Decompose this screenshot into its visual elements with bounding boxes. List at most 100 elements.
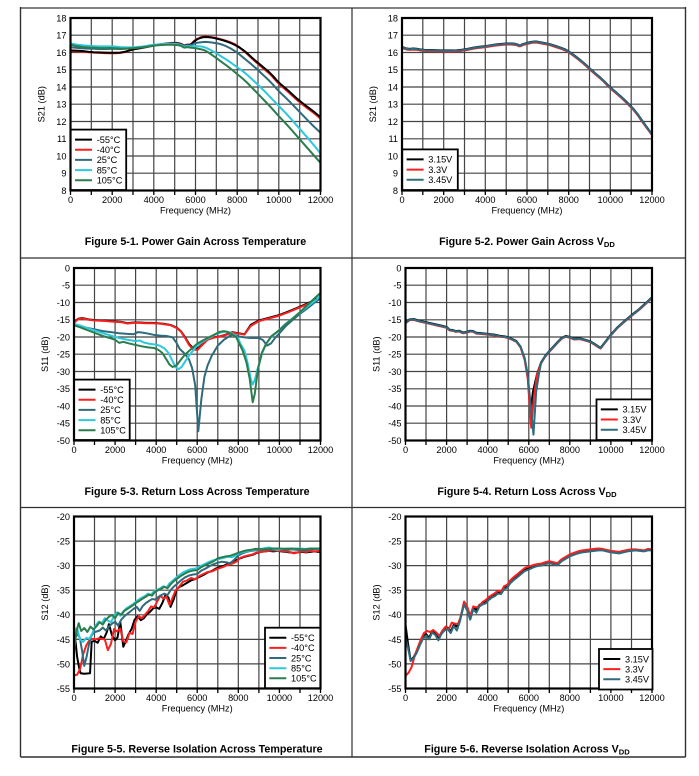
svg-text:Figure 5-5. Reverse Isolation: Figure 5-5. Reverse Isolation Across Tem… (71, 744, 322, 756)
svg-text:10000: 10000 (598, 195, 624, 205)
svg-text:0: 0 (403, 445, 408, 455)
svg-text:8000: 8000 (228, 693, 248, 703)
svg-text:-55°C: -55°C (100, 385, 124, 395)
svg-text:105°C: 105°C (100, 426, 126, 436)
svg-text:-55°C: -55°C (97, 135, 121, 145)
svg-text:12000: 12000 (639, 693, 665, 703)
svg-text:10000: 10000 (266, 195, 292, 205)
svg-text:4000: 4000 (477, 693, 497, 703)
svg-text:-40: -40 (388, 401, 401, 411)
svg-text:12000: 12000 (308, 693, 334, 703)
svg-text:3.3V: 3.3V (625, 664, 645, 674)
svg-text:10000: 10000 (267, 445, 293, 455)
svg-text:4000: 4000 (477, 445, 497, 455)
svg-text:8000: 8000 (227, 195, 247, 205)
svg-text:-25: -25 (388, 537, 401, 547)
svg-text:17: 17 (388, 31, 398, 41)
svg-text:Frequency (MHz): Frequency (MHz) (162, 456, 233, 466)
svg-text:-50: -50 (57, 659, 70, 669)
svg-text:18: 18 (56, 13, 66, 23)
svg-text:3.3V: 3.3V (428, 165, 448, 175)
svg-text:16: 16 (388, 48, 398, 58)
svg-text:6000: 6000 (519, 445, 539, 455)
svg-text:-5: -5 (393, 281, 401, 291)
svg-text:-15: -15 (388, 315, 401, 325)
svg-text:-45: -45 (388, 419, 401, 429)
svg-text:-55°C: -55°C (291, 633, 315, 643)
svg-text:105°C: 105°C (291, 674, 317, 684)
svg-text:-25: -25 (57, 350, 70, 360)
svg-text:0: 0 (399, 195, 404, 205)
svg-text:Frequency (MHz): Frequency (MHz) (493, 704, 564, 714)
svg-text:3.15V: 3.15V (623, 405, 648, 415)
svg-text:-25: -25 (57, 537, 70, 547)
svg-text:25°C: 25°C (291, 653, 312, 663)
svg-text:105°C: 105°C (97, 176, 123, 186)
svg-text:0: 0 (403, 693, 408, 703)
svg-text:-50: -50 (57, 436, 70, 446)
svg-text:S11 (dB): S11 (dB) (40, 336, 50, 372)
svg-text:6000: 6000 (519, 693, 539, 703)
svg-text:4000: 4000 (144, 195, 164, 205)
svg-text:0: 0 (396, 263, 401, 273)
svg-text:4000: 4000 (146, 445, 166, 455)
svg-text:-40: -40 (57, 610, 70, 620)
svg-text:-30: -30 (388, 367, 401, 377)
svg-text:4000: 4000 (475, 195, 495, 205)
svg-text:3.15V: 3.15V (428, 155, 453, 165)
svg-text:S21 (dB): S21 (dB) (37, 86, 47, 122)
svg-text:12: 12 (388, 117, 398, 127)
svg-text:8000: 8000 (560, 445, 580, 455)
svg-text:-45: -45 (388, 635, 401, 645)
svg-text:Frequency (MHz): Frequency (MHz) (492, 206, 563, 216)
svg-text:-40: -40 (388, 610, 401, 620)
svg-text:-50: -50 (388, 436, 401, 446)
svg-text:10000: 10000 (267, 693, 293, 703)
svg-text:12000: 12000 (308, 195, 334, 205)
svg-text:6000: 6000 (187, 693, 207, 703)
svg-text:S12 (dB): S12 (dB) (40, 584, 50, 620)
svg-text:0: 0 (71, 445, 76, 455)
svg-text:3.45V: 3.45V (625, 675, 650, 685)
svg-text:8: 8 (61, 186, 66, 196)
svg-text:10000: 10000 (598, 693, 624, 703)
svg-text:8000: 8000 (228, 445, 248, 455)
svg-text:16: 16 (56, 48, 66, 58)
svg-text:12000: 12000 (308, 445, 334, 455)
svg-text:14: 14 (388, 82, 398, 92)
svg-text:8000: 8000 (558, 195, 578, 205)
svg-text:2000: 2000 (436, 693, 456, 703)
svg-text:-50: -50 (388, 659, 401, 669)
svg-text:3.45V: 3.45V (623, 425, 648, 435)
svg-text:8: 8 (393, 186, 398, 196)
svg-text:Figure 5-1. Power Gain Across: Figure 5-1. Power Gain Across Temperatur… (85, 236, 307, 248)
svg-text:10: 10 (56, 151, 66, 161)
svg-text:Frequency (MHz): Frequency (MHz) (162, 704, 233, 714)
svg-text:14: 14 (56, 82, 66, 92)
svg-text:9: 9 (393, 169, 398, 179)
svg-text:10: 10 (388, 151, 398, 161)
svg-text:6000: 6000 (185, 195, 205, 205)
svg-text:-20: -20 (57, 512, 70, 522)
svg-text:12000: 12000 (639, 195, 665, 205)
svg-text:2000: 2000 (105, 445, 125, 455)
svg-text:-55: -55 (388, 684, 401, 694)
svg-text:25°C: 25°C (97, 155, 118, 165)
svg-text:9: 9 (61, 169, 66, 179)
svg-text:0: 0 (68, 195, 73, 205)
svg-text:3.3V: 3.3V (623, 415, 643, 425)
svg-text:-15: -15 (57, 315, 70, 325)
svg-text:12: 12 (56, 117, 66, 127)
svg-text:13: 13 (56, 100, 66, 110)
svg-text:-45: -45 (57, 419, 70, 429)
svg-text:-5: -5 (62, 281, 70, 291)
svg-text:85°C: 85°C (100, 415, 121, 425)
svg-text:Figure 5-2. Power Gain Across: Figure 5-2. Power Gain Across VDD (439, 236, 615, 249)
svg-text:0: 0 (65, 263, 70, 273)
svg-text:-40°C: -40°C (100, 395, 124, 405)
svg-text:-45: -45 (57, 635, 70, 645)
svg-text:-30: -30 (57, 561, 70, 571)
svg-text:-40°C: -40°C (291, 643, 315, 653)
svg-text:0: 0 (71, 693, 76, 703)
svg-text:-10: -10 (57, 298, 70, 308)
